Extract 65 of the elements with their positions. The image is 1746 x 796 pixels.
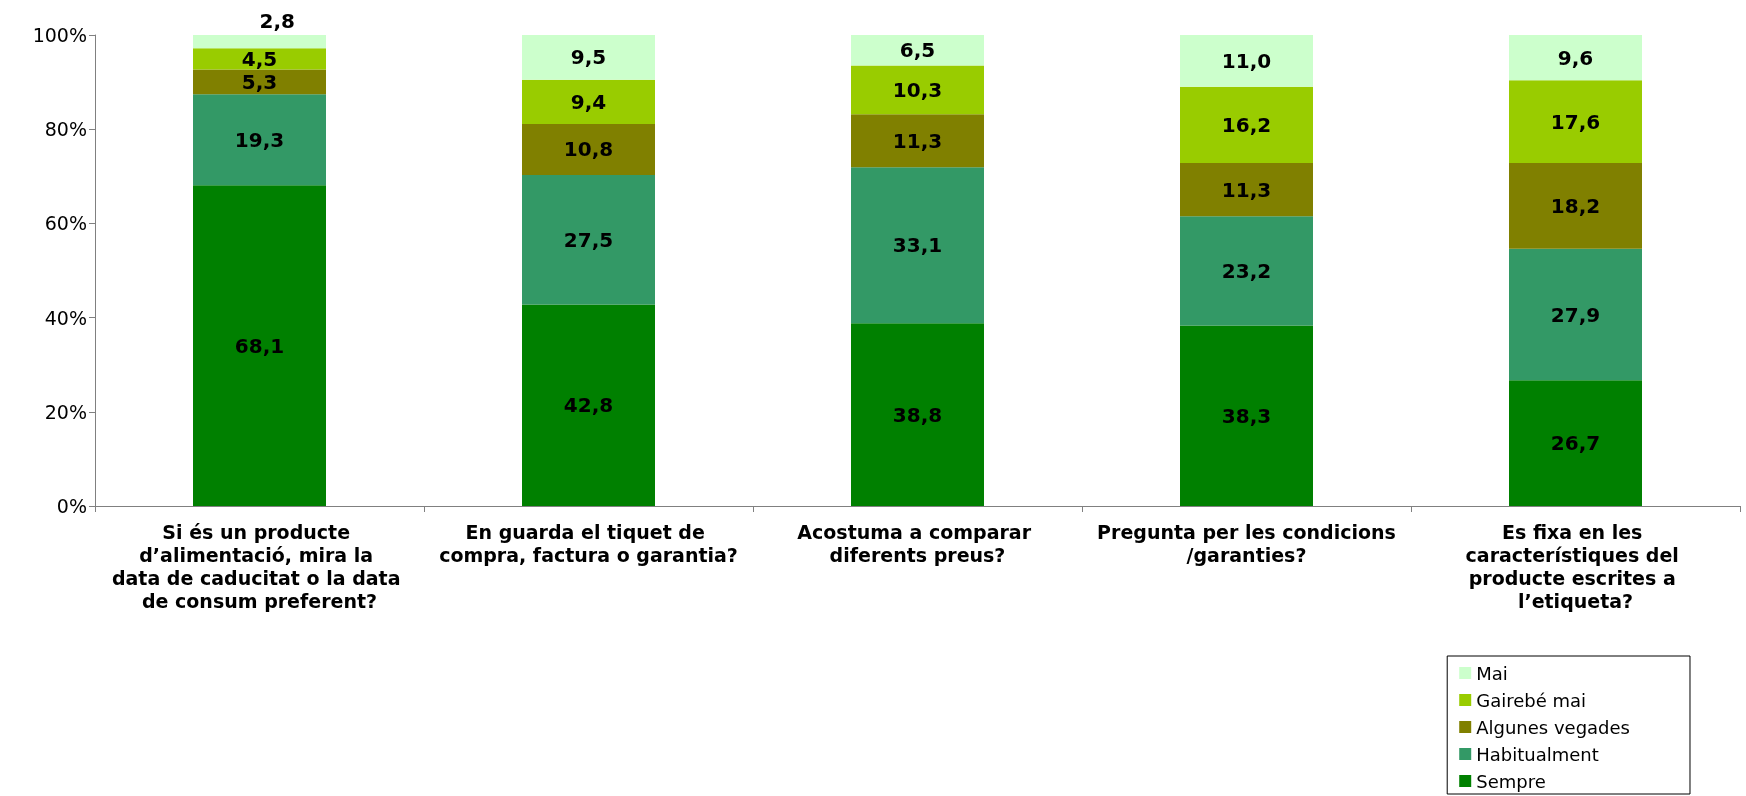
bar [193, 94, 326, 186]
bar [193, 185, 326, 506]
data-label: 11,3 [892, 128, 943, 153]
bar [193, 69, 326, 95]
bar [1509, 163, 1642, 249]
legend-label: Mai [1476, 662, 1508, 684]
bar [851, 114, 984, 168]
x-tick-label: Pregunta per les condicions/garanties? [1097, 520, 1396, 566]
bar [851, 35, 984, 66]
data-label: 9,4 [570, 89, 607, 114]
data-label: 23,2 [1221, 258, 1272, 283]
data-label: 38,8 [892, 402, 943, 427]
bar [522, 124, 655, 175]
data-label: 6,5 [899, 38, 936, 63]
data-label: 9,6 [1557, 45, 1594, 70]
bar [522, 304, 655, 506]
y-tick-label: 100% [32, 24, 87, 46]
x-tick-label: Acostuma a comparar diferents preus? [797, 520, 1038, 566]
legend-label: Habitualment [1476, 743, 1599, 765]
data-label: 33,1 [892, 233, 943, 258]
legend-label: Algunes vegades [1476, 716, 1631, 738]
legend-label: Gairebé mai [1476, 689, 1587, 711]
y-tick-label: 60% [44, 212, 87, 235]
data-label: 17,6 [1550, 109, 1601, 134]
x-tick-label: Es fixa en les característiques del producte escrites a l’etiqueta? [1465, 520, 1686, 612]
bar [1509, 248, 1642, 381]
x-tick-label: En guarda el tiquet de compra, factura o garantia? [439, 520, 738, 566]
data-label: 18,2 [1550, 193, 1601, 218]
bar [1180, 325, 1313, 506]
data-label: 9,5 [570, 45, 607, 70]
data-label: 10,3 [892, 77, 943, 102]
bar [1509, 380, 1642, 506]
bar [522, 174, 655, 305]
bar [1509, 35, 1642, 81]
bar [522, 79, 655, 125]
data-label: 5,3 [241, 69, 278, 94]
bar [522, 35, 655, 80]
data-label: 42,8 [563, 393, 614, 418]
data-label: 11,0 [1221, 48, 1272, 73]
data-label: 19,3 [234, 127, 285, 152]
bar [193, 35, 326, 49]
bar [851, 65, 984, 115]
data-label: 4,5 [241, 46, 278, 71]
data-label: 2,8 [259, 9, 295, 33]
bar [1509, 80, 1642, 164]
y-tick-label: 0% [56, 495, 87, 517]
data-label: 26,7 [1550, 431, 1601, 456]
bar [1180, 163, 1313, 217]
data-label: 68,1 [234, 333, 285, 358]
bar [851, 323, 984, 506]
data-label: 27,5 [563, 227, 614, 252]
x-tick-label: Si és un producte d’alimentació, mira la data de caducitat o la data de consum preferent? [111, 520, 408, 612]
y-tick-label: 80% [44, 118, 87, 141]
data-label: 27,9 [1550, 302, 1601, 327]
bar [1180, 216, 1313, 326]
bar [1180, 35, 1313, 87]
data-label: 11,3 [1221, 177, 1272, 202]
y-tick-label: 40% [44, 306, 87, 329]
y-tick-label: 20% [44, 400, 87, 423]
data-label: 38,3 [1221, 403, 1272, 428]
bar [851, 167, 984, 324]
data-label: 16,2 [1221, 112, 1272, 137]
legend-label: Sempre [1476, 770, 1546, 792]
bar [1180, 86, 1313, 164]
data-label: 10,8 [563, 137, 614, 162]
